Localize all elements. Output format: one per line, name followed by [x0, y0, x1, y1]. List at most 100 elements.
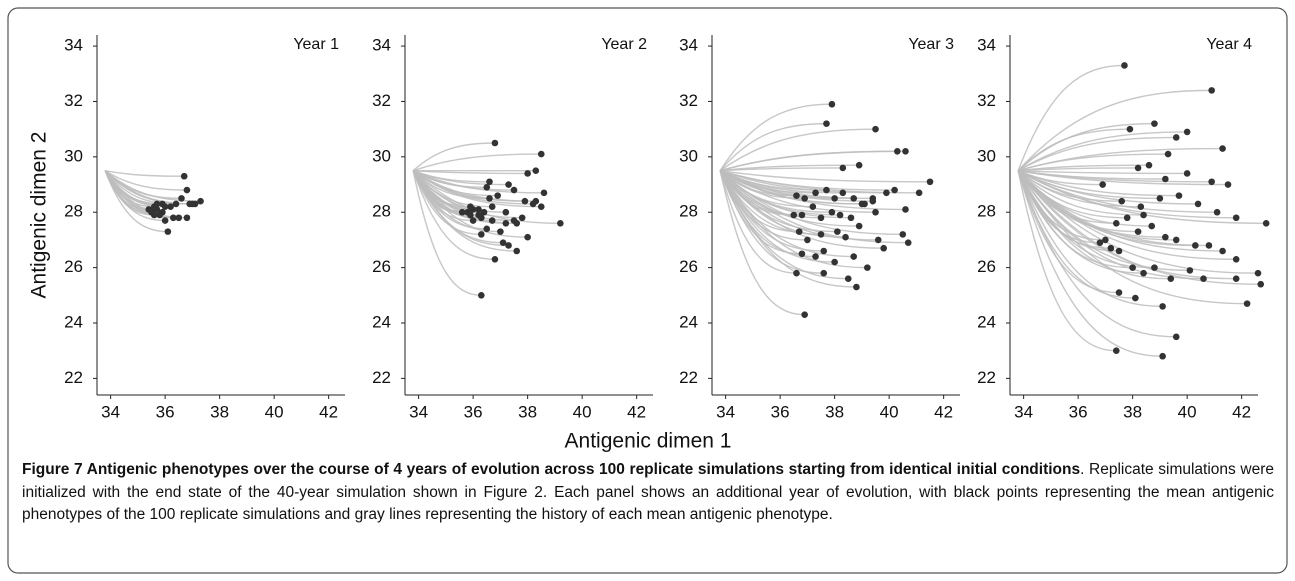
point: [899, 231, 907, 238]
point: [197, 197, 204, 205]
trajectory: [719, 170, 887, 194]
point: [801, 311, 808, 318]
point: [894, 148, 901, 155]
point: [478, 231, 485, 238]
point: [883, 189, 890, 197]
y-tick-label: 34: [64, 36, 83, 55]
x-tick-label: 34: [101, 402, 120, 421]
y-tick-label: 26: [64, 257, 83, 276]
point: [150, 211, 158, 219]
point: [795, 228, 803, 235]
point: [1162, 233, 1169, 241]
point: [801, 195, 808, 202]
point: [1175, 192, 1183, 199]
point: [823, 186, 830, 194]
trajectory: [719, 128, 876, 172]
x-tick-label: 40: [265, 402, 284, 421]
trajectory: [412, 170, 482, 236]
point: [1102, 236, 1109, 244]
y-tick-label: 28: [679, 202, 698, 221]
point: [1129, 264, 1136, 271]
trajectory: [104, 170, 196, 205]
point: [817, 231, 825, 238]
point: [1200, 275, 1207, 282]
point: [817, 214, 825, 222]
trajectory: [412, 170, 495, 261]
y-tick-label: 34: [679, 36, 698, 55]
y-tick-label: 30: [64, 146, 83, 165]
trajectory: [719, 170, 876, 213]
point: [510, 217, 518, 224]
y-tick-label: 34: [977, 36, 996, 55]
y-tick-label: 28: [64, 202, 83, 221]
point: [1162, 175, 1169, 183]
point: [847, 214, 855, 222]
point: [153, 206, 161, 213]
point: [486, 195, 493, 202]
point: [524, 170, 531, 177]
point: [491, 256, 499, 263]
trajectory: [104, 170, 187, 191]
point: [853, 283, 860, 291]
y-tick-label: 32: [977, 91, 996, 110]
point: [1194, 200, 1202, 208]
trajectory: [719, 150, 906, 172]
point: [497, 228, 504, 235]
y-tick-label: 26: [679, 257, 698, 276]
y-tick-label: 30: [977, 146, 996, 165]
trajectory: [1017, 64, 1125, 171]
trajectory: [1017, 170, 1136, 299]
point: [839, 189, 847, 197]
trajectory: [1017, 170, 1120, 294]
points: [145, 172, 204, 235]
point: [842, 233, 849, 241]
point: [880, 244, 887, 252]
point: [809, 203, 817, 210]
point: [502, 220, 510, 227]
point: [861, 200, 868, 208]
point: [1192, 242, 1199, 249]
point: [872, 125, 879, 133]
point: [1099, 181, 1106, 188]
point: [798, 250, 806, 258]
point: [1183, 128, 1191, 136]
panel-title: Year 1: [293, 36, 339, 53]
point: [524, 233, 531, 241]
y-tick-label: 24: [977, 312, 996, 331]
point: [183, 214, 191, 222]
trajectory: [1017, 170, 1100, 244]
point: [1254, 269, 1262, 277]
point: [1164, 150, 1172, 158]
point: [483, 225, 491, 233]
point: [537, 203, 545, 210]
x-tick-label: 42: [1232, 402, 1251, 421]
y-tick-label: 32: [372, 91, 391, 110]
point: [175, 214, 183, 222]
x-tick-label: 38: [825, 402, 844, 421]
trajectory: [1018, 170, 1229, 186]
trajectory: [412, 170, 490, 183]
y-tick-label: 22: [372, 368, 391, 387]
point: [1118, 197, 1126, 205]
point: [1224, 181, 1232, 188]
point: [1107, 244, 1115, 252]
point: [521, 197, 529, 205]
trajectory: [1017, 170, 1237, 261]
point: [475, 206, 482, 213]
trajectory: [412, 170, 509, 247]
point: [828, 100, 836, 108]
point: [869, 195, 877, 202]
trajectory: [104, 170, 168, 233]
point: [172, 200, 180, 208]
point: [1132, 294, 1139, 302]
trajectory: [412, 170, 542, 208]
trajectory: [412, 170, 482, 297]
trajectory: [1017, 131, 1188, 172]
trajectory: [719, 170, 797, 274]
trajectory: [105, 170, 185, 177]
point: [790, 211, 798, 219]
y-tick-label: 26: [977, 257, 996, 276]
trajectories: [719, 103, 931, 316]
trajectories: [104, 170, 201, 233]
y-tick-label: 24: [64, 312, 83, 331]
